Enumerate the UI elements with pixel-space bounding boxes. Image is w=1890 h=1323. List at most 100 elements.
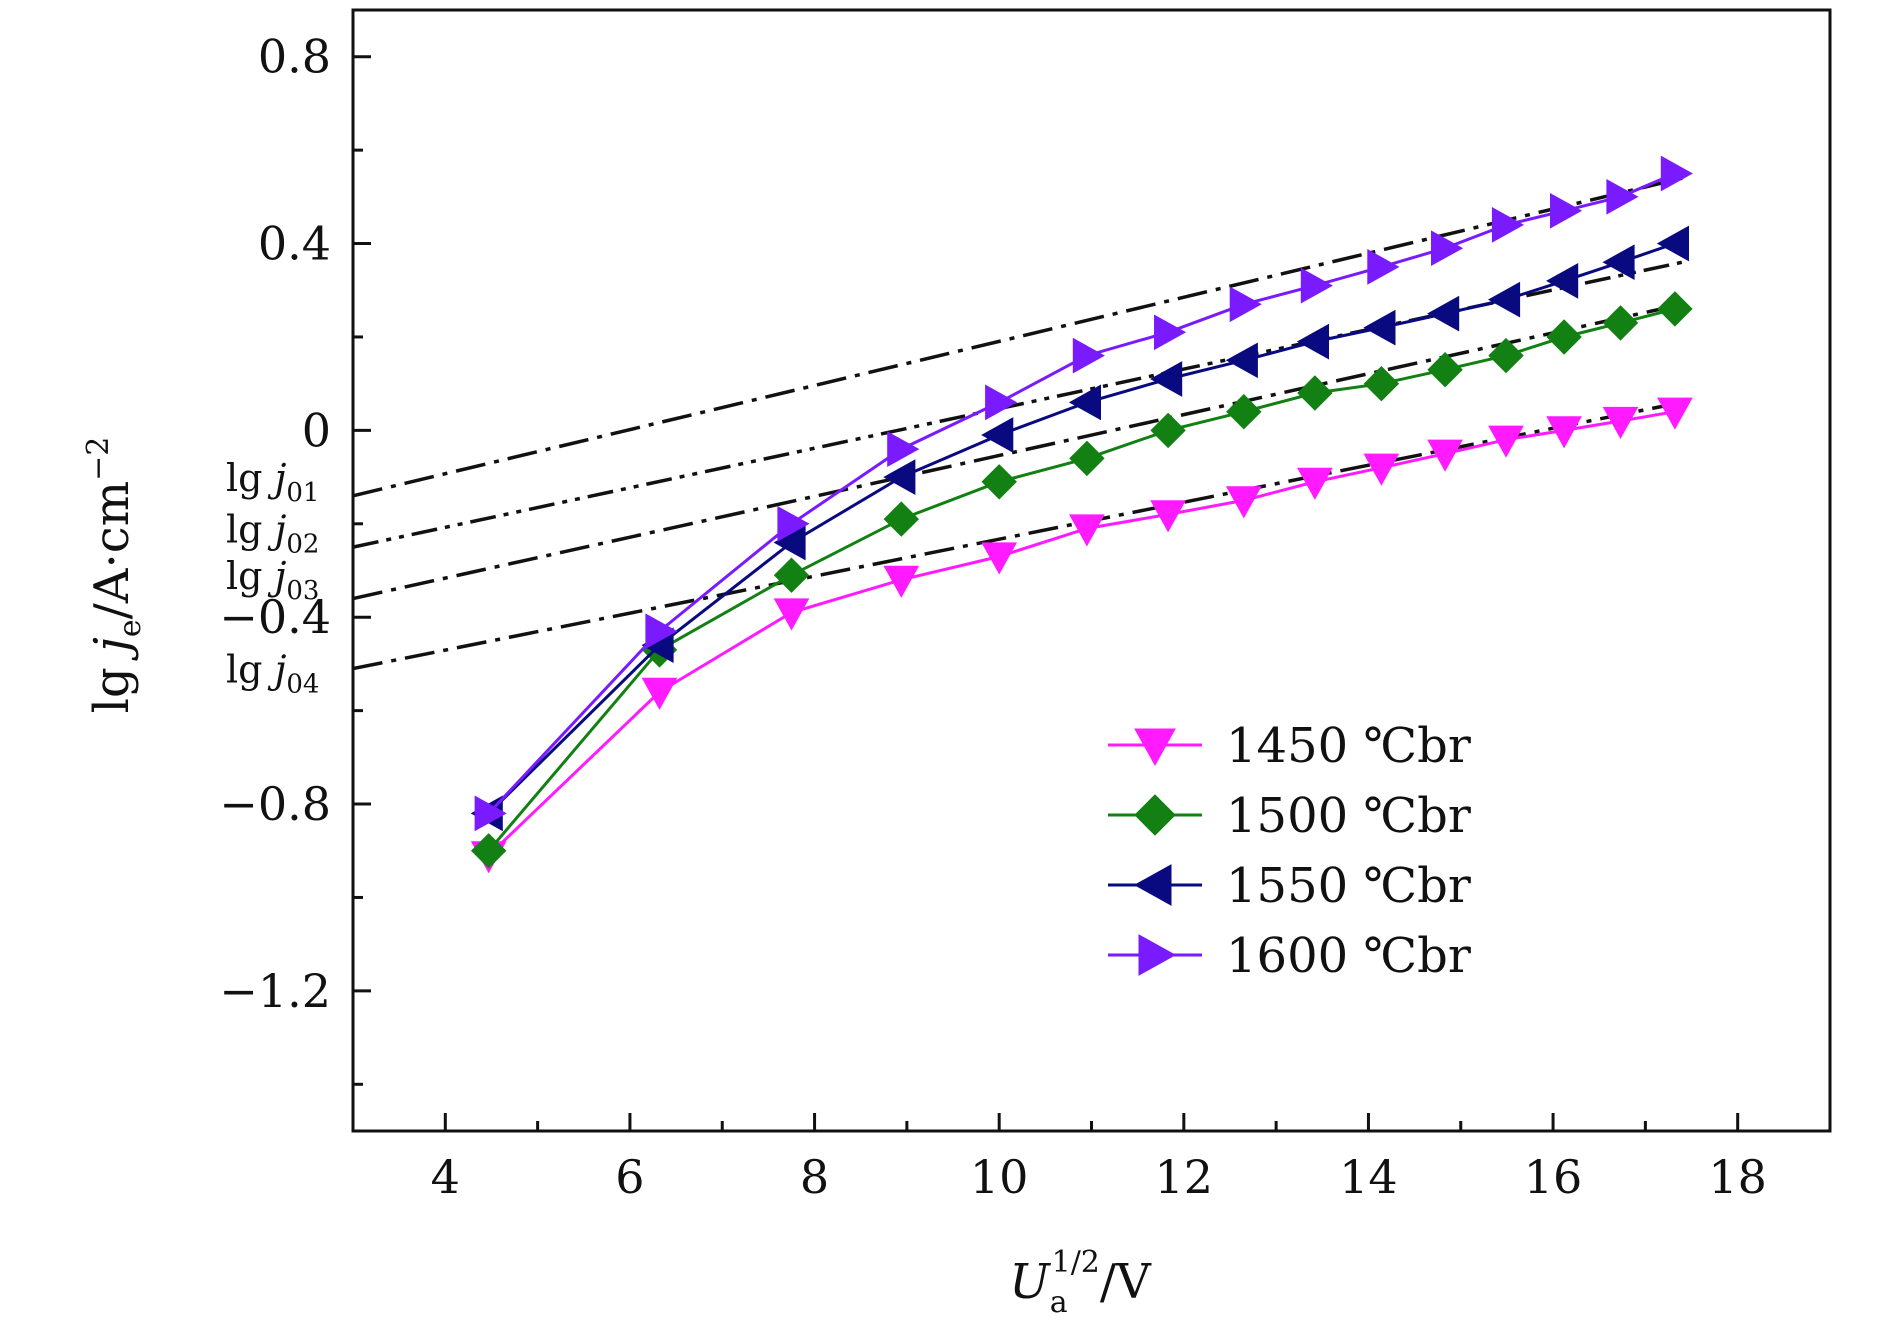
data-point — [1546, 416, 1582, 449]
data-point — [773, 598, 810, 631]
data-point — [1602, 406, 1639, 440]
data-point — [773, 557, 810, 593]
intercept-label-2: lg j02 — [226, 507, 319, 559]
x-tick-label: 4 — [431, 1150, 460, 1204]
legend-marker — [1134, 728, 1176, 767]
legend-marker — [1134, 794, 1176, 836]
data-point — [1069, 440, 1105, 477]
data-point — [1427, 295, 1460, 332]
data-point — [981, 417, 1014, 453]
y-tick-label: 0.8 — [258, 30, 331, 84]
data-point — [1546, 263, 1579, 299]
legend-marker — [1133, 864, 1172, 906]
data-point — [1602, 305, 1639, 341]
data-point — [1068, 384, 1101, 421]
data-point — [1226, 393, 1262, 430]
data-point — [1487, 281, 1521, 318]
legend-item-2: 1500 ℃br — [1108, 788, 1471, 844]
intercept-label-4: lg j04 — [226, 648, 319, 700]
data-point — [1363, 309, 1396, 346]
axis-ticks: 4 6 8 10 12 14 16 18 0.8 0.4 0 −0.4 −0.8 −1.2 — [219, 30, 1767, 1204]
data-point — [1431, 230, 1464, 267]
data-point — [1546, 319, 1582, 355]
x-tick-label: 12 — [1155, 1150, 1214, 1204]
legend-label: 1500 ℃br — [1226, 788, 1471, 844]
data-point — [777, 505, 810, 542]
data-point — [1363, 453, 1400, 486]
data-point — [645, 613, 678, 650]
data-point — [1150, 412, 1186, 449]
data-point — [1550, 192, 1583, 229]
data-point — [1297, 375, 1333, 411]
data-point — [1657, 291, 1693, 327]
y-tick-label: −0.8 — [219, 777, 331, 831]
fit-line-4 — [352, 400, 1683, 671]
data-point — [470, 833, 507, 869]
data-point — [1488, 425, 1524, 458]
data-point — [641, 677, 678, 710]
y-axis-title: lg je/A·cm−2 — [81, 437, 148, 714]
data-point — [1657, 397, 1693, 430]
data-point — [1225, 486, 1262, 519]
x-tick-label: 18 — [1708, 1150, 1767, 1204]
data-point — [1427, 351, 1463, 388]
data-point — [1602, 244, 1635, 281]
legend-label: 1450 ℃br — [1226, 718, 1471, 774]
data-point — [1150, 361, 1183, 397]
data-point — [1488, 337, 1524, 374]
data-point — [1367, 249, 1400, 285]
data-point — [1154, 314, 1187, 351]
data-point — [1606, 178, 1639, 215]
fit-line-2 — [352, 260, 1683, 549]
x-tick-label: 16 — [1524, 1150, 1583, 1204]
data-point — [1491, 207, 1525, 243]
fit-line-3 — [352, 302, 1683, 601]
data-point — [1229, 286, 1262, 323]
data-point — [1069, 514, 1105, 547]
y-tick-label: −1.2 — [219, 964, 331, 1018]
data-point — [883, 459, 916, 495]
fit-line-1 — [352, 176, 1683, 498]
data-point — [474, 795, 507, 832]
y-tick-label: 0 — [302, 403, 331, 457]
series-1 — [470, 397, 1693, 874]
data-series — [470, 155, 1693, 874]
data-point — [887, 431, 920, 467]
series-3 — [470, 225, 1689, 832]
legend: 1450 ℃br 1500 ℃br 1550 ℃br 1600 ℃br — [1108, 718, 1471, 984]
data-point — [981, 464, 1017, 500]
data-point — [883, 565, 920, 598]
x-tick-label: 6 — [615, 1150, 644, 1204]
fit-lines — [352, 176, 1683, 671]
data-point — [1296, 323, 1329, 360]
data-point — [1660, 155, 1693, 192]
x-tick-label: 14 — [1339, 1150, 1398, 1204]
x-tick-label: 8 — [800, 1150, 829, 1204]
data-point — [981, 542, 1018, 575]
x-tick-label: 10 — [970, 1150, 1029, 1204]
data-point — [985, 384, 1018, 421]
data-point — [1427, 439, 1463, 472]
data-point — [1363, 365, 1400, 402]
data-point — [1072, 337, 1105, 374]
data-point — [883, 501, 920, 537]
data-point — [1300, 267, 1333, 304]
intercept-label-1: lg j01 — [226, 456, 319, 508]
series-4 — [474, 155, 1693, 832]
data-point — [1297, 467, 1333, 500]
legend-item-4: 1600 ℃br — [1108, 928, 1471, 984]
y-tick-label: −0.4 — [219, 590, 331, 644]
legend-label: 1550 ℃br — [1226, 858, 1471, 914]
x-axis-title: Ua1/2/V — [1009, 1245, 1152, 1320]
data-point — [1656, 225, 1689, 262]
data-point — [1150, 500, 1186, 533]
series-2 — [470, 291, 1693, 869]
legend-item-1: 1450 ℃br — [1108, 718, 1471, 774]
legend-marker — [1138, 934, 1177, 976]
y-tick-label: 0.4 — [258, 217, 331, 271]
legend-item-3: 1550 ℃br — [1108, 858, 1471, 914]
legend-label: 1600 ℃br — [1226, 928, 1471, 984]
